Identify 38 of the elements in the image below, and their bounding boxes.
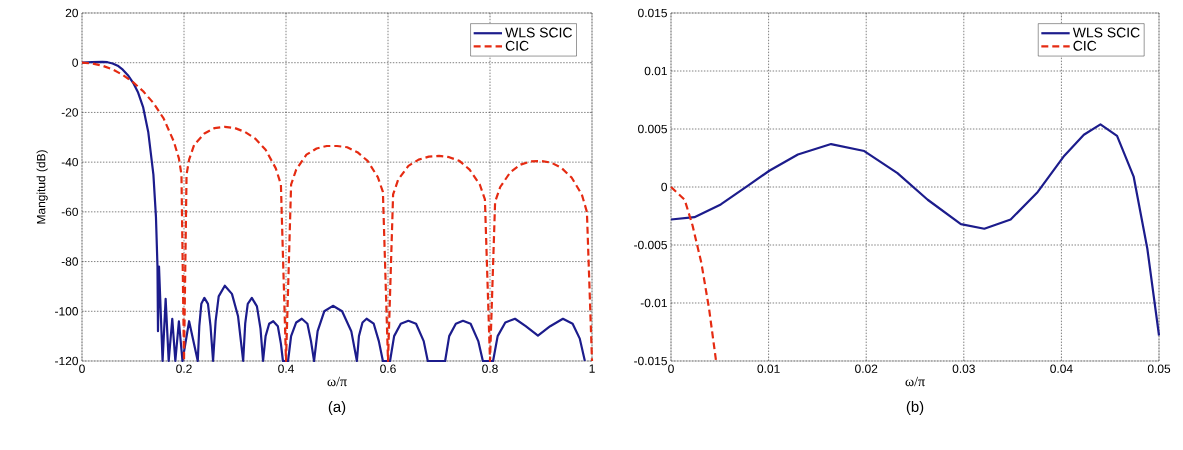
y-tick-label: -0.01 [640,298,667,308]
y-tick-label: -40 [61,157,79,167]
y-tick-label: -80 [61,257,79,266]
x-tick-label: 0.6 [380,364,396,373]
y-tick-label: 0.01 [644,66,667,76]
y-tick-label: -100 [55,307,79,316]
legend-label: CIC [505,40,529,51]
x-axis-title: ω/π [327,376,347,387]
x-tick-label: 0.03 [952,364,975,373]
x-axis-title: ω/π [905,376,925,387]
x-tick-label: 0.05 [1147,364,1171,373]
legend-label: WLS SCIC [505,27,572,38]
y-tick-label: -20 [61,108,79,117]
x-tick-label: 0.4 [278,364,294,373]
text: (a) [328,401,346,415]
y-tick-label: 0.005 [638,124,667,134]
y-tick-label: 20 [65,8,79,18]
text: (b) [906,401,924,415]
x-tick-label: 1 [589,364,595,373]
y-tick-label: 0 [661,182,668,192]
y-tick-label: 0.015 [638,8,667,18]
x-tick-label: 0.04 [1050,364,1073,373]
y-axis-title: Mangitud (dB) [36,150,48,224]
x-tick-label: 0 [668,364,674,373]
y-tick-label: 0 [72,58,79,67]
y-tick-label: -120 [55,356,79,366]
x-tick-label: 0.01 [757,364,780,373]
x-tick-label: 0.8 [482,364,498,373]
line-series [669,185,718,361]
x-tick-label: 0.02 [855,364,878,373]
x-tick-label: 0.2 [176,364,192,373]
y-tick-label: -60 [61,207,79,217]
x-tick-label: 0 [79,364,85,373]
y-tick-label: -0.005 [634,240,667,250]
line-series [669,123,1161,337]
y-tick-label: -0.015 [634,356,667,366]
legend-label: CIC [1073,40,1097,51]
legend-label: WLS SCIC [1072,27,1140,38]
